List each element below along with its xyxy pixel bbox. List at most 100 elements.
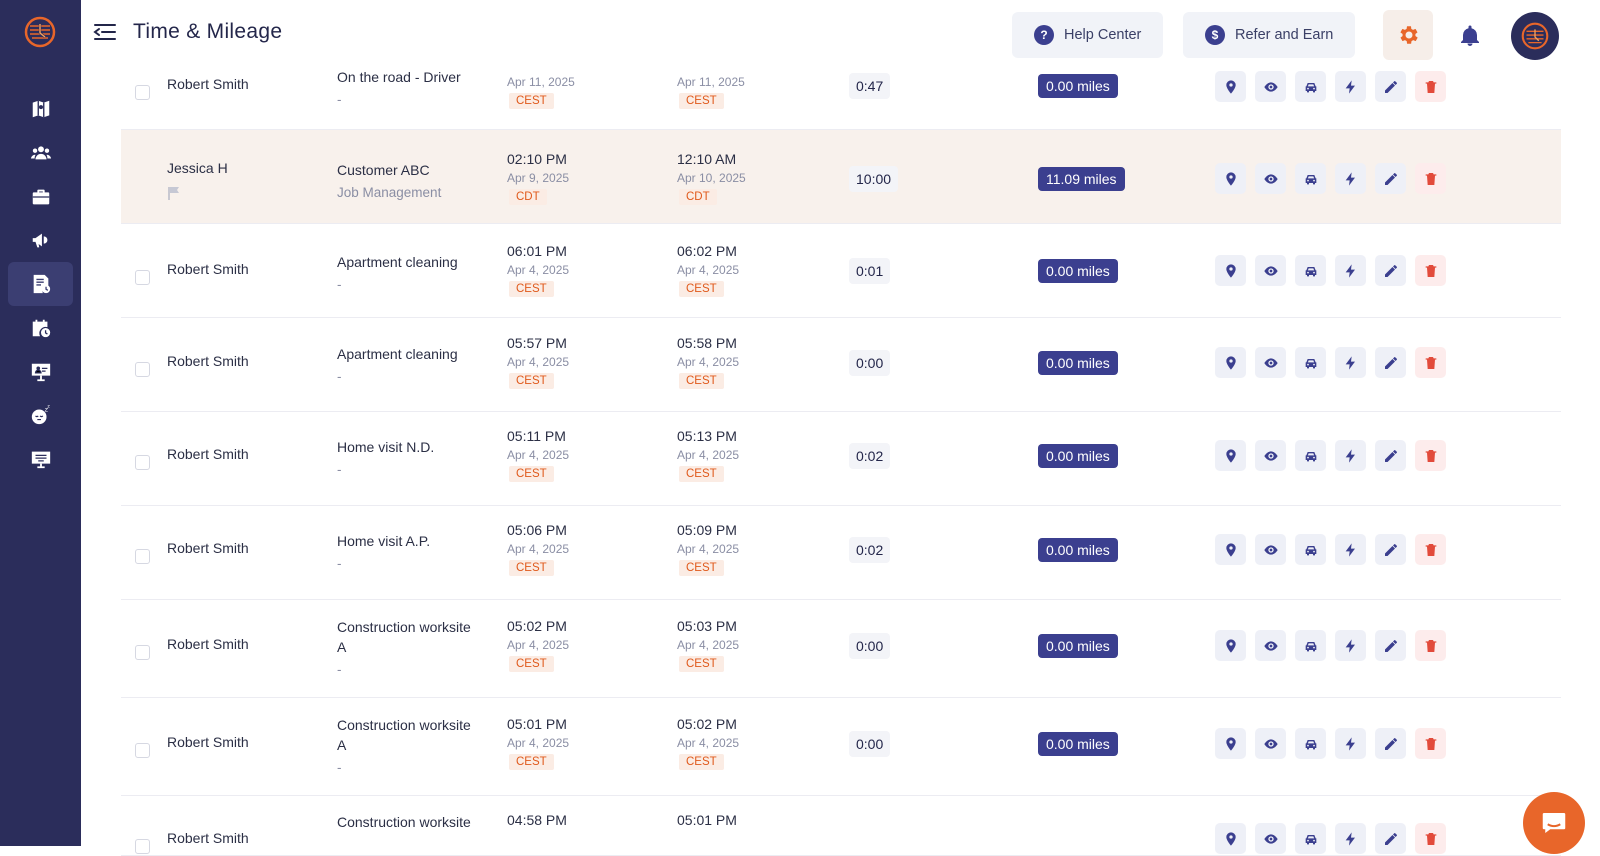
delete-button[interactable] (1415, 347, 1446, 378)
table-row[interactable]: Robert Smith On the road - Driver - Apr 11,… (121, 40, 1561, 130)
delete-button[interactable] (1415, 534, 1446, 565)
location-button[interactable] (1215, 440, 1246, 471)
bolt-button[interactable] (1335, 534, 1366, 565)
row-checkbox[interactable] (135, 455, 150, 470)
row-actions (1215, 255, 1446, 286)
view-button[interactable] (1255, 255, 1286, 286)
location-icon (1223, 171, 1239, 187)
bolt-button[interactable] (1335, 630, 1366, 661)
location-button[interactable] (1215, 347, 1246, 378)
table-row[interactable]: Jessica H Customer ABC Job Management 02:10… (121, 130, 1561, 224)
edit-button[interactable] (1375, 163, 1406, 194)
table-row[interactable]: Robert Smith Home visit N.D. - 05:11 PM Apr … (121, 412, 1561, 506)
sidebar-item-calendar-clock[interactable] (8, 306, 73, 350)
car-button[interactable] (1295, 347, 1326, 378)
edit-button[interactable] (1375, 823, 1406, 854)
row-actions (1215, 163, 1446, 194)
settings-button[interactable] (1383, 10, 1433, 60)
edit-button[interactable] (1375, 534, 1406, 565)
delete-button[interactable] (1415, 728, 1446, 759)
location-button[interactable] (1215, 255, 1246, 286)
edit-button[interactable] (1375, 255, 1406, 286)
car-button[interactable] (1295, 71, 1326, 102)
location-button[interactable] (1215, 163, 1246, 194)
location-button[interactable] (1215, 823, 1246, 854)
table-row[interactable]: Robert Smith Construction worksite A - 05:02… (121, 600, 1561, 698)
edit-icon (1383, 736, 1399, 752)
chat-support-button[interactable] (1523, 792, 1585, 854)
bolt-button[interactable] (1335, 347, 1366, 378)
car-button[interactable] (1295, 255, 1326, 286)
view-button[interactable] (1255, 823, 1286, 854)
row-checkbox[interactable] (135, 839, 150, 854)
menu-toggle-icon[interactable] (93, 22, 117, 42)
duration-badge: 0:02 (849, 537, 891, 563)
bolt-button[interactable] (1335, 440, 1366, 471)
location-button[interactable] (1215, 534, 1246, 565)
view-button[interactable] (1255, 630, 1286, 661)
edit-button[interactable] (1375, 728, 1406, 759)
delete-button[interactable] (1415, 163, 1446, 194)
delete-button[interactable] (1415, 255, 1446, 286)
bolt-button[interactable] (1335, 728, 1366, 759)
view-button[interactable] (1255, 163, 1286, 194)
sidebar-item-megaphone[interactable] (8, 218, 73, 262)
table-row[interactable]: Robert Smith Apartment cleaning - 06:01 PM A… (121, 224, 1561, 318)
bolt-button[interactable] (1335, 255, 1366, 286)
delete-button[interactable] (1415, 71, 1446, 102)
help-center-button[interactable]: ? Help Center (1012, 12, 1164, 58)
table-row[interactable]: Robert Smith Construction worksite 04:58 P… (121, 796, 1561, 856)
end-time: 05:13 PM (677, 428, 737, 444)
bolt-button[interactable] (1335, 71, 1366, 102)
view-button[interactable] (1255, 71, 1286, 102)
location-button[interactable] (1215, 71, 1246, 102)
edit-button[interactable] (1375, 440, 1406, 471)
location-button[interactable] (1215, 630, 1246, 661)
edit-button[interactable] (1375, 71, 1406, 102)
notifications-bell-icon[interactable] (1458, 24, 1482, 48)
table-row[interactable]: Robert Smith Home visit A.P. - 05:06 PM Apr … (121, 506, 1561, 600)
refer-earn-button[interactable]: $ Refer and Earn (1183, 12, 1356, 58)
car-button[interactable] (1295, 163, 1326, 194)
car-button[interactable] (1295, 630, 1326, 661)
start-timezone-badge: CEST (509, 93, 554, 109)
duration-badge: 0:00 (849, 350, 891, 376)
view-button[interactable] (1255, 347, 1286, 378)
start-time: 06:01 PM (507, 243, 567, 259)
bolt-button[interactable] (1335, 163, 1366, 194)
row-checkbox[interactable] (135, 85, 150, 100)
car-button[interactable] (1295, 823, 1326, 854)
view-button[interactable] (1255, 728, 1286, 759)
row-checkbox[interactable] (135, 270, 150, 285)
user-avatar[interactable] (1511, 12, 1559, 60)
delete-button[interactable] (1415, 440, 1446, 471)
app-logo[interactable] (22, 14, 58, 50)
table-row[interactable]: Robert Smith Apartment cleaning - 05:57 PM A… (121, 318, 1561, 412)
sidebar-item-monitor[interactable] (8, 437, 73, 481)
delete-button[interactable] (1415, 630, 1446, 661)
row-checkbox[interactable] (135, 645, 150, 660)
sidebar-item-timesheet[interactable] (8, 262, 73, 306)
job-cell: Construction worksite (337, 812, 497, 832)
sidebar-item-briefcase[interactable] (8, 175, 73, 219)
sidebar-item-map[interactable] (8, 87, 73, 131)
view-button[interactable] (1255, 440, 1286, 471)
table-row[interactable]: Robert Smith Construction worksite A - 05:01… (121, 698, 1561, 796)
delete-button[interactable] (1415, 823, 1446, 854)
sidebar-item-team[interactable] (8, 131, 73, 175)
row-checkbox[interactable] (135, 362, 150, 377)
car-button[interactable] (1295, 728, 1326, 759)
edit-button[interactable] (1375, 347, 1406, 378)
view-button[interactable] (1255, 534, 1286, 565)
edit-button[interactable] (1375, 630, 1406, 661)
row-checkbox[interactable] (135, 743, 150, 758)
bolt-button[interactable] (1335, 823, 1366, 854)
location-button[interactable] (1215, 728, 1246, 759)
row-checkbox[interactable] (135, 549, 150, 564)
car-button[interactable] (1295, 534, 1326, 565)
employee-name: Robert Smith (167, 830, 249, 846)
sidebar-item-presentation[interactable] (8, 350, 73, 394)
job-sub: - (337, 462, 342, 477)
car-button[interactable] (1295, 440, 1326, 471)
